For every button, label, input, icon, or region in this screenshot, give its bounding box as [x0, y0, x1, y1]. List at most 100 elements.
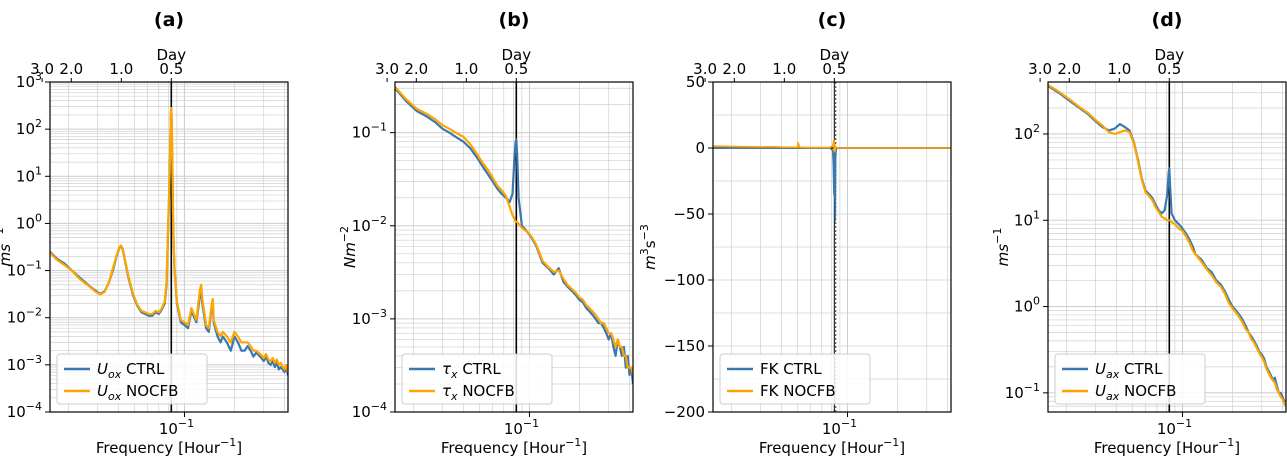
legend-sym: U	[97, 382, 108, 400]
y-tick-label: 10−4	[7, 400, 42, 421]
axes-frame	[394, 81, 634, 413]
y-axis-label: ms−1	[0, 228, 14, 267]
top-tick-label: 1.0	[1107, 60, 1131, 78]
y-tick-label: 10−2	[352, 214, 387, 235]
top-axis-label: Day	[156, 46, 186, 64]
top-axis-label: Day	[819, 46, 849, 64]
ylabel-sup: −1	[991, 228, 1004, 244]
top-tick-label: 0.5	[1157, 60, 1181, 78]
tick-exp: −1	[26, 259, 42, 272]
y-tick-label: 100	[16, 211, 42, 232]
top-tick-label: 2.0	[59, 60, 83, 78]
xlabel-main: Frequency [Hour	[441, 439, 566, 457]
xlabel-sup: −1	[565, 436, 581, 449]
tick-exp: −1	[1024, 381, 1040, 394]
series-group	[50, 107, 288, 376]
top-tick-label: 0.5	[159, 60, 183, 78]
x-axis-label: Frequency [Hour−1]	[441, 436, 587, 457]
panel-title: (c)	[818, 9, 847, 31]
tick-base: 10	[1014, 211, 1033, 229]
x-tick-label: 10−1	[159, 417, 194, 438]
top-tick-label: 1.0	[454, 60, 478, 78]
series-line-nocfb	[1048, 83, 1286, 407]
xlabel-main: Frequency [Hour	[759, 439, 884, 457]
tick-base: 10	[352, 310, 371, 328]
tick-exp: −4	[26, 400, 42, 413]
panel-title: (a)	[154, 9, 184, 31]
y-tick-label: 102	[16, 117, 42, 138]
y-axis-label: ms−1	[991, 228, 1012, 267]
legend-sym: U	[1095, 360, 1106, 378]
tick-base: 10	[16, 73, 35, 91]
tick-base: 10	[504, 420, 523, 438]
y-tick-label: 10−1	[352, 121, 387, 142]
tick-base: 10	[1014, 298, 1033, 316]
tick-base: 10	[822, 420, 841, 438]
top-tick-label: 2.0	[722, 60, 746, 78]
legend-sub: x	[450, 390, 458, 403]
legend-text: NOCFB	[458, 382, 515, 400]
x-tick-label: 10−1	[504, 417, 539, 438]
series-group	[713, 139, 951, 222]
y-tick-label: 10−3	[7, 353, 42, 374]
panel-title: (d)	[1152, 9, 1183, 31]
x-tick-label: 10−1	[822, 417, 857, 438]
y-tick-label: 10−1	[1005, 381, 1040, 402]
tick-base: 10	[16, 120, 35, 138]
tick-base: 10	[7, 309, 26, 327]
series-line-fk-ctrl	[713, 146, 951, 222]
top-tick-label: 1.0	[109, 60, 133, 78]
top-tick-label: 2.0	[404, 60, 428, 78]
tick-exp: 0	[35, 211, 42, 224]
tick-exp: −1	[1176, 417, 1192, 430]
legend-entry: Uax NOCFB	[1095, 382, 1176, 403]
x-axis-label: Frequency [Hour−1]	[1094, 436, 1240, 457]
series-line-nocfb	[395, 86, 633, 376]
top-tick-label: 3.0	[30, 60, 54, 78]
tick-base: 10	[7, 356, 26, 374]
x-tick-label: 10−1	[1157, 417, 1192, 438]
xlabel-sup: −1	[220, 436, 236, 449]
legend-box	[401, 353, 553, 405]
legend-text: NOCFB	[1119, 382, 1176, 400]
tick-base: 10	[352, 124, 371, 142]
legend-sym: τ	[442, 360, 452, 378]
ylabel-sup: −2	[338, 226, 351, 242]
tick-base: 10	[7, 403, 26, 421]
legend-sub: ox	[108, 390, 122, 403]
tick-base: 10	[352, 403, 371, 421]
tick-base: 10	[159, 420, 178, 438]
legend-text: CTRL	[458, 360, 502, 378]
legend-text: NOCFB	[121, 382, 178, 400]
legend-sub: ax	[1106, 390, 1120, 403]
legend-entry: τx CTRL	[442, 360, 501, 381]
legend-box	[1054, 353, 1206, 405]
series-group	[395, 86, 633, 385]
ylabel-base: m	[641, 255, 659, 270]
y-tick-label: −150	[664, 337, 705, 355]
y-tick-label: 100	[1014, 295, 1040, 316]
tick-base: 10	[16, 214, 35, 232]
x-axis-label: Frequency [Hour−1]	[96, 436, 242, 457]
legend-sym: U	[97, 360, 108, 378]
tick-exp: −1	[841, 417, 857, 430]
legend-text: CTRL	[121, 360, 165, 378]
legend-entry: FK CTRL	[760, 360, 822, 378]
tick-exp: −1	[371, 121, 387, 134]
tick-base: 10	[16, 167, 35, 185]
top-tick-label: 1.0	[772, 60, 796, 78]
ylabel-rest: s	[641, 240, 659, 248]
axes-frame	[49, 81, 289, 413]
xlabel-close: ]	[899, 439, 905, 457]
x-axis-label: Frequency [Hour−1]	[759, 436, 905, 457]
y-tick-label: 101	[16, 164, 42, 185]
y-tick-label: 0	[695, 139, 705, 157]
tick-base: 10	[7, 262, 26, 280]
top-axis-label: Day	[1154, 46, 1184, 64]
legend: FK CTRL FK NOCFB	[719, 353, 871, 405]
legend-box	[56, 353, 208, 405]
